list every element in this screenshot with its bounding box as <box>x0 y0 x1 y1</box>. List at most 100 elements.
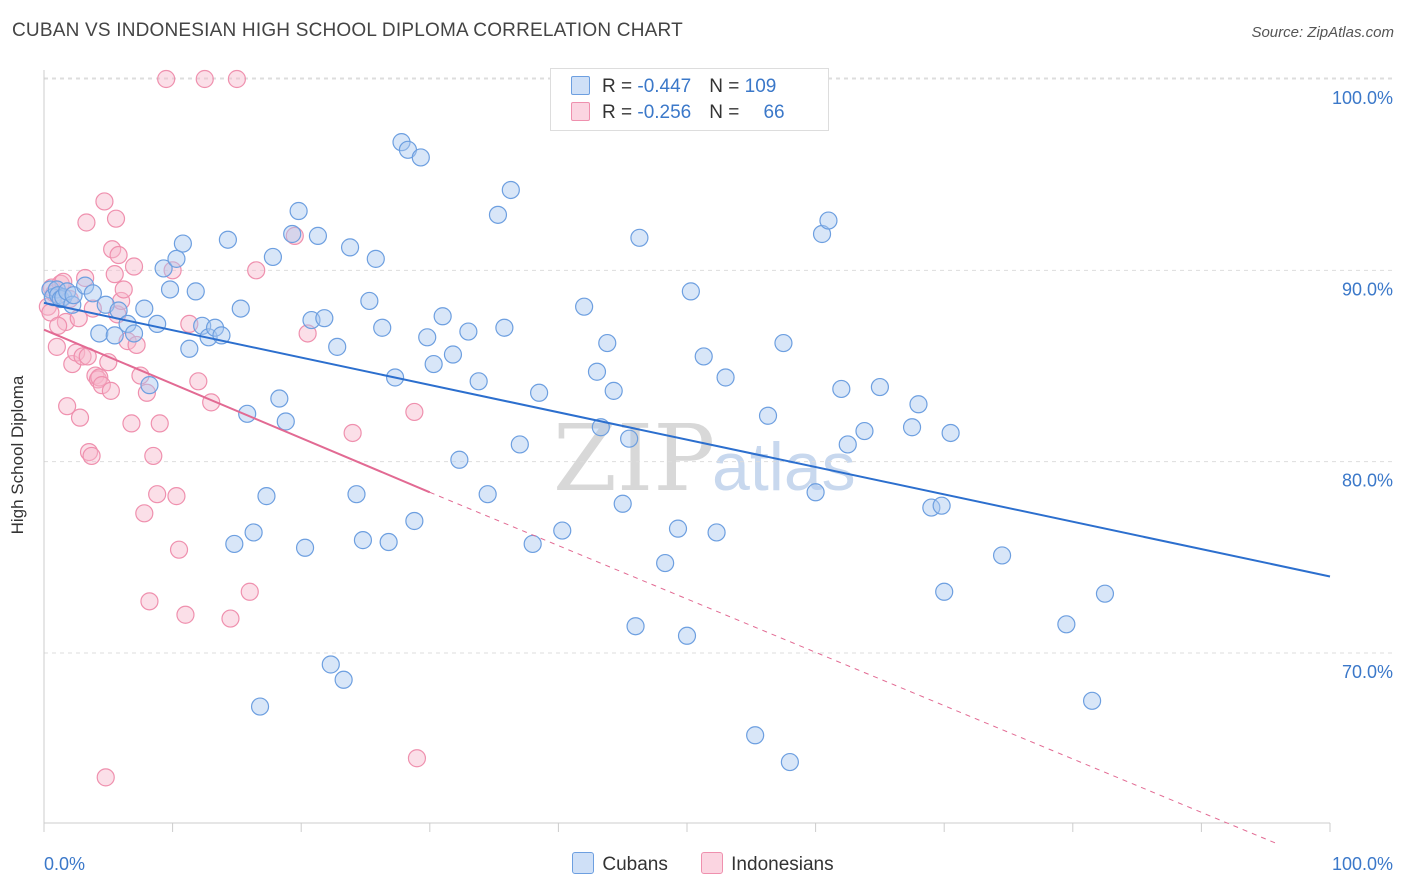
indonesians-point <box>169 540 189 559</box>
cubans-point <box>289 201 308 221</box>
cubans-point <box>140 376 159 395</box>
cubans-point <box>832 379 851 399</box>
cubans-point <box>780 752 799 772</box>
cubans-point <box>263 247 283 267</box>
cubans-point <box>373 318 392 337</box>
indonesians-point <box>195 69 214 89</box>
indonesians-point <box>176 605 195 624</box>
cubans-point <box>180 339 199 358</box>
n-value: 109 <box>744 76 777 97</box>
cubans-point <box>941 423 960 443</box>
r-value: -0.447 <box>637 76 692 97</box>
indonesians-point <box>163 261 182 280</box>
y-axis-title: High School Diploma <box>8 375 27 535</box>
indonesians-point <box>221 609 240 628</box>
indonesians-point <box>167 487 186 506</box>
n-value: 66 <box>763 102 785 123</box>
cubans-point <box>173 234 192 253</box>
cubans-point <box>186 282 205 301</box>
cubans-point <box>443 345 463 364</box>
cubans-point <box>707 523 726 542</box>
indonesians-point <box>140 592 159 611</box>
y-tick-label: 100.0% <box>1332 88 1393 108</box>
cubans-point <box>257 487 276 506</box>
indonesians-point <box>47 337 66 356</box>
indonesians-point <box>96 768 115 787</box>
cubans-point <box>1057 615 1076 634</box>
indonesians-point <box>122 414 141 433</box>
indonesians-point <box>247 261 266 280</box>
indonesians-point <box>109 245 128 265</box>
cubans-point <box>135 299 154 318</box>
cubans-point <box>992 546 1012 565</box>
indonesians-point <box>144 446 163 466</box>
cubans-point <box>105 326 124 345</box>
cubans-point <box>656 553 675 573</box>
cubans-point <box>598 333 617 353</box>
cubans-trend-line <box>43 301 1331 578</box>
cubans-point <box>758 406 778 425</box>
cubans-point <box>328 337 347 356</box>
cubans-point <box>523 534 542 554</box>
legend-item-indonesians: Indonesians <box>701 852 834 876</box>
cubans-point <box>681 282 700 301</box>
cubans-point <box>225 534 244 554</box>
indonesians-trend-extension <box>429 491 1279 845</box>
indonesians-trend-line <box>43 328 431 494</box>
cubans-point <box>459 322 478 341</box>
cubans-point <box>433 307 452 326</box>
cubans-point <box>604 381 623 400</box>
cubans-point <box>270 389 289 408</box>
legend-row-indonesians: R = -0.256 N = 66 <box>571 102 785 126</box>
cubans-point <box>774 333 793 353</box>
legend-label: Indonesians <box>731 854 834 875</box>
cubans-point <box>630 228 649 247</box>
indonesians-point <box>405 402 424 422</box>
indonesians-point <box>73 347 92 366</box>
cubans-point <box>160 280 180 299</box>
legend-label: Cubans <box>602 854 668 875</box>
cubans-point <box>308 226 328 245</box>
legend-series: Cubans Indonesians <box>0 852 1406 876</box>
cubans-point <box>838 435 857 454</box>
indonesians-point <box>58 397 77 416</box>
indonesians-point <box>407 749 427 768</box>
cubans-point <box>353 531 373 550</box>
cubans-point <box>553 521 572 540</box>
indonesians-point <box>240 582 259 601</box>
cubans-point <box>347 485 366 504</box>
cubans-point <box>495 318 514 337</box>
n-label: N = <box>709 102 745 123</box>
cubans-point <box>819 211 838 230</box>
cubans-point <box>935 582 954 601</box>
cubans-point <box>148 314 167 334</box>
cubans-point <box>488 205 508 224</box>
cubans-point <box>450 450 469 469</box>
cubans-point <box>626 617 645 636</box>
watermark-atlas: atlas <box>712 429 856 505</box>
indonesians-point <box>298 324 317 343</box>
indonesians-swatch <box>571 102 590 121</box>
cubans-point <box>806 483 825 502</box>
source-label: Source: ZipAtlas.com <box>1251 24 1394 41</box>
cubans-swatch <box>571 76 590 95</box>
indonesians-point <box>82 446 101 466</box>
cubans-point <box>315 309 334 328</box>
cubans-point <box>746 726 765 745</box>
cubans-point <box>530 383 549 402</box>
indonesians-point <box>135 504 154 523</box>
cubans-point <box>90 324 109 343</box>
cubans-swatch <box>572 852 595 874</box>
cubans-point <box>154 259 173 278</box>
indonesians-point <box>157 69 176 89</box>
indonesians-point <box>189 372 208 391</box>
cubans-point <box>902 418 922 437</box>
x-tick-label: 100.0% <box>1332 854 1393 874</box>
cubans-point <box>411 148 430 167</box>
indonesians-point <box>127 335 146 355</box>
indonesians-point <box>114 280 133 299</box>
cubans-point <box>478 485 497 504</box>
cubans-point <box>855 421 874 441</box>
cubans-point <box>424 354 443 374</box>
